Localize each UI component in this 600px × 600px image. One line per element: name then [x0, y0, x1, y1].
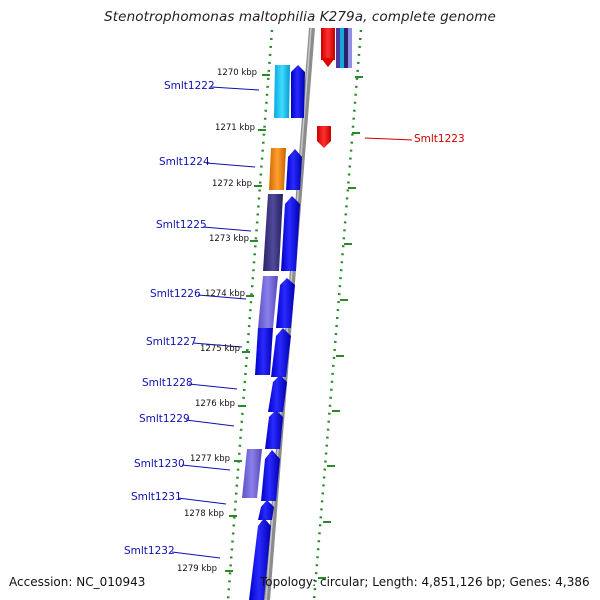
gene-smlt1225-arrow[interactable]	[281, 196, 300, 271]
gene-label-smlt1224[interactable]: Smlt1224	[159, 156, 210, 168]
label-leader-lines	[171, 86, 260, 559]
gene-smlt1226-arrow[interactable]	[276, 278, 295, 328]
gene-smlt1228-arrow[interactable]	[268, 375, 287, 412]
tick-label-1278: 1278 kbp	[184, 509, 225, 519]
gene-smlt1230-arrow[interactable]	[261, 450, 280, 501]
accession-text: Accession: NC_010943	[9, 575, 146, 589]
gene-label-smlt1222[interactable]: Smlt1222	[164, 80, 215, 92]
tick-label-1277: 1277 kbp	[190, 454, 231, 464]
gene-smlt1224-arrow[interactable]	[286, 149, 302, 190]
gene-label-smlt1223[interactable]: Smlt1223	[414, 133, 465, 145]
outer-dotted-ring	[312, 29, 363, 600]
gene-smlt1222-arrow[interactable]	[291, 65, 305, 118]
gene-label-smlt1225[interactable]: Smlt1225	[156, 219, 207, 231]
tick-label-1274: 1274 kbp	[205, 289, 246, 299]
smlt1223-leader-line	[364, 137, 413, 141]
tick-label-1271: 1271 kbp	[215, 123, 256, 133]
top-reverse-genes	[321, 28, 352, 68]
gene-smlt1223-arrow[interactable]	[317, 126, 331, 148]
gene-smlt1232-arrow[interactable]	[249, 518, 271, 600]
genome-summary-text: Topology: circular; Length: 4,851,126 bp…	[260, 575, 590, 589]
tick-label-1276: 1276 kbp	[195, 399, 236, 409]
gene-label-smlt1229[interactable]: Smlt1229	[139, 413, 190, 425]
inner-track-blocks	[242, 65, 290, 498]
map-title: Stenotrophomonas maltophilia K279a, comp…	[104, 9, 496, 25]
forward-genes	[249, 65, 305, 600]
tick-label-1279: 1279 kbp	[177, 564, 218, 574]
gene-label-smlt1228[interactable]: Smlt1228	[142, 377, 193, 389]
gene-label-smlt1231[interactable]: Smlt1231	[131, 491, 182, 503]
gene-label-smlt1227[interactable]: Smlt1227	[146, 336, 197, 348]
tick-label-1273: 1273 kbp	[209, 234, 250, 244]
gene-smlt1227-arrow[interactable]	[271, 328, 291, 377]
tick-label-1272: 1272 kbp	[212, 179, 253, 189]
tick-label-1275: 1275 kbp	[200, 344, 241, 354]
gene-label-smlt1232[interactable]: Smlt1232	[124, 545, 175, 557]
gene-label-smlt1226[interactable]: Smlt1226	[150, 288, 201, 300]
tick-label-1270: 1270 kbp	[217, 68, 258, 78]
inner-tick-marks	[225, 74, 270, 572]
outer-tick-marks	[318, 76, 363, 579]
gene-smlt1231-arrow[interactable]	[258, 500, 274, 520]
gene-smlt1229-arrow[interactable]	[265, 410, 283, 449]
gene-label-smlt1230[interactable]: Smlt1230	[134, 458, 185, 470]
